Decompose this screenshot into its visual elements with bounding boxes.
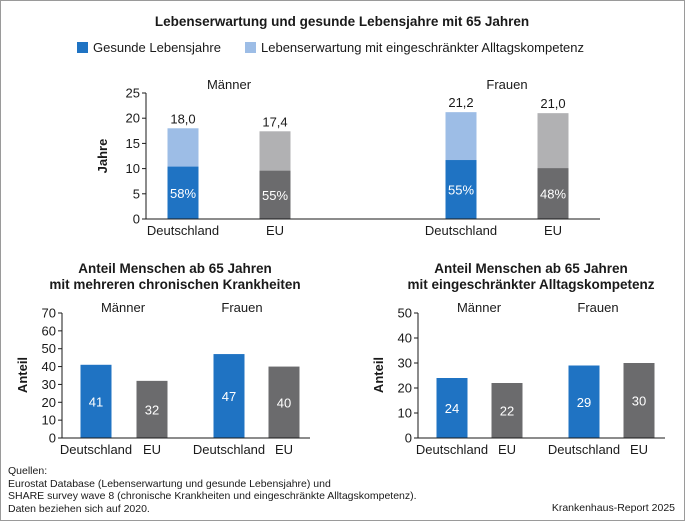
chart3-ytick-label: 30 [398,356,412,371]
chart3-title-line2: mit eingeschränkter Alltagskompetenz [407,277,654,292]
legend-label-healthy: Gesunde Lebensjahre [93,40,221,55]
chart3-plot: 0 10 20 30 40 50 24 Deutschland 22 EU 29 Deutschlan… [398,306,665,457]
chart1-total-label-0: 18,0 [170,111,195,126]
legend-label-restricted: Lebenserwartung mit eingeschränkter Allt… [261,40,584,55]
chart2-value-label-2: 47 [222,389,236,404]
chart1-ytick-label: 0 [133,212,140,227]
chart2-ytick-label: 10 [42,413,56,428]
chart1-share-label-0: 58% [170,186,196,201]
chart2-ytick-label: 20 [42,395,56,410]
chart3-value-label-2: 29 [577,395,591,410]
chart1-bar-healthy-1 [259,170,291,219]
chart3-category-label-0: Deutschland [416,442,488,457]
chart1-title: Lebenserwartung und gesunde Lebensjahre … [155,14,529,29]
chart2-value-label-1: 32 [145,402,159,417]
chart1-group-frauen: Frauen [486,77,527,92]
chart1-total-label-2: 21,2 [448,95,473,110]
chart1-bar-healthy-0 [167,166,199,219]
chart2-ytick-label: 60 [42,323,56,338]
chart2-ytick-label: 70 [42,306,56,321]
chart3-bar-2 [568,365,600,438]
chart1-ytick-label: 15 [126,136,140,151]
chart3-bar-0 [436,378,468,438]
chart3-ylabel: Anteil [371,357,386,393]
chart1-category-label-2: Deutschland [425,223,497,238]
chart1-group-maenner: Männer [207,77,252,92]
chart3-category-label-1: EU [498,442,516,457]
chart2-ytick-label: 0 [49,431,56,446]
chart2-ytick-label: 40 [42,359,56,374]
chart2-title-line1: Anteil Menschen ab 65 Jahren [78,261,272,276]
chart2-title-line2: mit mehreren chronischen Krankheiten [49,277,300,292]
chart2-category-label-1: EU [143,442,161,457]
chart3-value-label-3: 30 [632,394,646,409]
chart3-group-maenner: Männer [457,300,502,315]
chart2-group-frauen: Frauen [221,300,262,315]
sources-line-eurostat: Eurostat Database (Lebenserwartung und g… [8,477,331,490]
chart1-ylabel: Jahre [95,139,110,174]
chart2-bar-0 [80,364,112,438]
chart2-value-label-0: 41 [89,394,103,409]
chart2-bar-1 [136,380,168,438]
chart2-ytick-label: 30 [42,377,56,392]
chart1-bar-restricted-0 [167,128,199,167]
chart2-ylabel: Anteil [15,357,30,393]
chart3-value-label-0: 24 [445,401,459,416]
chart3-value-label-1: 22 [500,404,514,419]
chart2-bar-2 [213,354,245,438]
chart3-category-label-3: EU [630,442,648,457]
chart1-plot: 0 5 10 15 20 25 58% 18,0 Deutschland 55% 17,4 EU 55%… [126,86,600,238]
chart3-category-label-2: Deutschland [548,442,620,457]
legend-swatch-healthy [77,42,88,53]
chart1-category-label-1: EU [266,223,284,238]
chart1-ytick-label: 10 [126,161,140,176]
chart1-share-label-1: 55% [262,188,288,203]
credit: Krankenhaus-Report 2025 [551,502,675,514]
chart1-ytick-label: 25 [126,86,140,101]
chart1-ytick-label: 20 [126,111,140,126]
sources-heading: Quellen: [8,465,48,477]
chart1-bar-healthy-3 [537,168,569,219]
chart3-ytick-label: 0 [405,431,412,446]
chart3-title-line1: Anteil Menschen ab 65 Jahren [434,261,628,276]
chart2-group-maenner: Männer [101,300,146,315]
chart1-total-label-1: 17,4 [262,114,287,129]
chart3-group-frauen: Frauen [577,300,618,315]
sources-line-share: SHARE survey wave 8 (chronische Krankhei… [8,490,417,502]
chart1-category-label-0: Deutschland [147,223,219,238]
chart3-ytick-label: 50 [398,306,412,321]
chart3-ytick-label: 10 [398,406,412,421]
chart3-ytick-label: 40 [398,331,412,346]
chart2-category-label-0: Deutschland [60,442,132,457]
chart1-share-label-2: 55% [448,183,474,198]
chart2-ytick-label: 50 [42,341,56,356]
chart2-bar-3 [268,366,300,438]
chart2-category-label-3: EU [275,442,293,457]
chart1-share-label-3: 48% [540,187,566,202]
chart3-ytick-label: 20 [398,381,412,396]
chart1-total-label-3: 21,0 [540,96,565,111]
chart1-bar-healthy-2 [445,160,477,219]
chart2-value-label-3: 40 [277,395,291,410]
chart3-bar-3 [623,363,655,438]
chart1-bar-restricted-3 [537,113,569,169]
chart1-ytick-label: 5 [133,186,140,201]
chart1-category-label-3: EU [544,223,562,238]
chart1-bar-restricted-2 [445,112,477,161]
sources-block: Quellen: Eurostat Database (Lebenserwart… [8,465,417,515]
chart1-bar-restricted-1 [259,131,291,171]
chart3-bar-1 [491,383,523,438]
chart2-plot: 0 10 20 30 40 50 60 70 41 Deutschland 32 EU 47 Deutsc… [42,306,310,457]
chart2-category-label-2: Deutschland [193,442,265,457]
legend-swatch-restricted [245,42,256,53]
sources-line-year: Daten beziehen sich auf 2020. [8,502,150,515]
